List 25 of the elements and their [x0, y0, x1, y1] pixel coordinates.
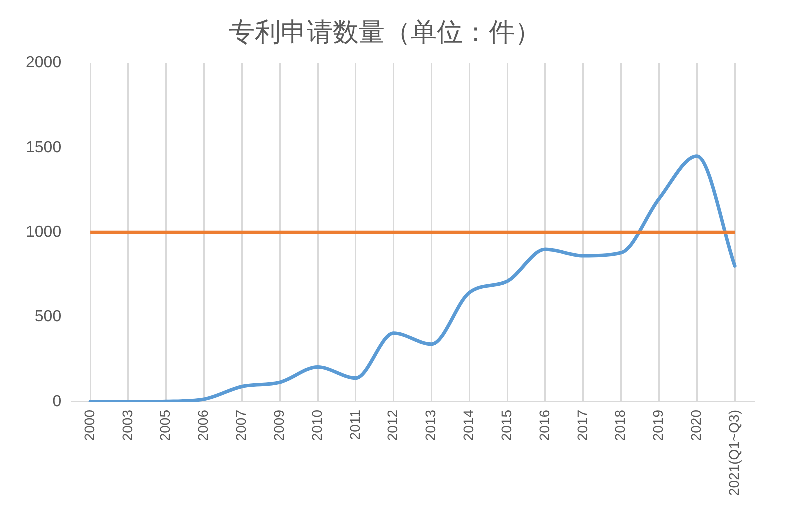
y-tick-label: 1000 — [26, 224, 62, 242]
x-tick-label: 2006 — [195, 410, 212, 442]
x-tick-label: 2021(Q1~Q3) — [726, 410, 742, 496]
line-series — [88, 154, 737, 402]
x-tick-label: 2000 — [81, 410, 98, 442]
y-tick-label: 0 — [52, 393, 62, 410]
x-tick-label: 2012 — [384, 410, 401, 442]
x-tick-label: 2014 — [460, 410, 477, 442]
x-tick-label: 2013 — [422, 410, 439, 442]
x-tick-label: 2010 — [308, 410, 325, 442]
y-tick-label: 2000 — [26, 54, 62, 72]
x-tick-label: 2011 — [346, 410, 363, 440]
x-tick-label: 2015 — [498, 410, 514, 442]
x-tick-label: 2003 — [119, 410, 136, 442]
chart-title: 专利申请数量（单位：件） — [229, 16, 541, 47]
x-tick-label: 2020 — [688, 410, 704, 442]
x-tick-label: 2019 — [650, 410, 666, 442]
y-tick-label: 500 — [34, 308, 62, 326]
y-tick-label: 1500 — [26, 139, 62, 156]
x-tick-label: 2007 — [233, 410, 250, 442]
x-tick-label: 2018 — [612, 410, 628, 442]
x-tick-label: 2016 — [536, 410, 552, 442]
x-tick-label: 2005 — [157, 410, 174, 442]
x-tick-label: 2009 — [270, 410, 287, 442]
x-tick-label: 2017 — [574, 410, 590, 442]
